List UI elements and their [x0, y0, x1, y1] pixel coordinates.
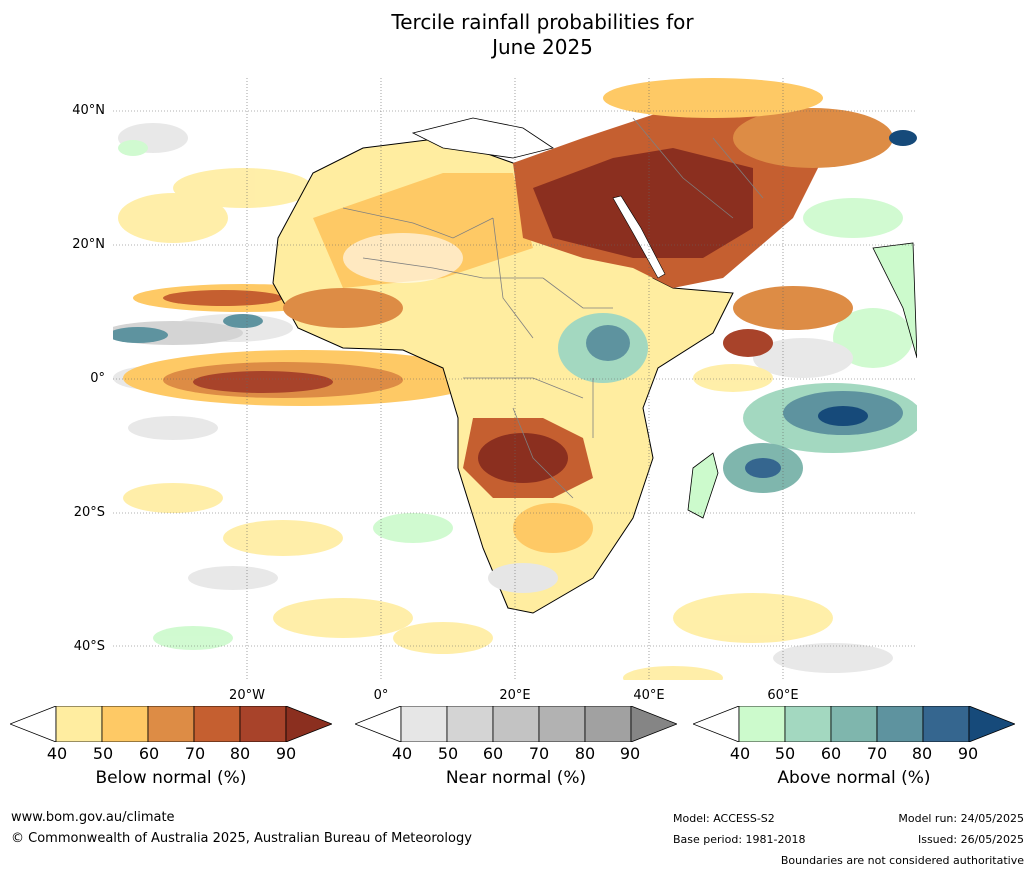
colorbar-extend-low	[693, 706, 740, 742]
footer-model: Model: ACCESS-S2	[673, 812, 775, 825]
colorbar-segment	[922, 706, 970, 742]
cb-near-tick-50: 50	[437, 744, 459, 763]
title-line-2: June 2025	[492, 35, 593, 59]
colorbar-extend-high	[285, 706, 332, 742]
colorbar-extend-high	[968, 706, 1015, 742]
colorbar-above-normal	[693, 706, 1015, 742]
colorbar-near-title: Near normal (%)	[445, 768, 587, 788]
cb-near-tick-40: 40	[391, 744, 413, 763]
colorbar-segment	[584, 706, 632, 742]
footer-model-run: Model run: 24/05/2025	[898, 812, 1024, 825]
cb-below-tick-50: 50	[92, 744, 114, 763]
cb-above-tick-90: 90	[957, 744, 979, 763]
lat-label-40n: 40°N	[72, 103, 105, 118]
lon-label-20w: 20°W	[229, 688, 265, 703]
lat-label-20n: 20°N	[72, 237, 105, 252]
colorbar-segment	[784, 706, 832, 742]
cb-above-tick-70: 70	[866, 744, 888, 763]
colorbar-segment	[876, 706, 924, 742]
lon-label-20e: 20°E	[499, 688, 531, 703]
colorbar-segment	[538, 706, 586, 742]
cb-near-tick-70: 70	[528, 744, 550, 763]
lon-label-0: 0°	[373, 688, 389, 703]
map-canvas	[113, 78, 917, 680]
colorbar-near-normal	[355, 706, 677, 742]
cb-below-tick-70: 70	[184, 744, 206, 763]
colorbar-segment	[193, 706, 241, 742]
cb-below-tick-90: 90	[275, 744, 297, 763]
cb-below-tick-60: 60	[138, 744, 160, 763]
lat-label-equator: 0°	[90, 371, 105, 386]
colorbar-segment	[101, 706, 149, 742]
footer-base-period: Base period: 1981-2018	[673, 833, 806, 846]
cb-above-tick-40: 40	[729, 744, 751, 763]
lat-label-20s: 20°S	[73, 505, 105, 520]
colorbar-segment	[492, 706, 540, 742]
colorbar-extend-low	[355, 706, 402, 742]
cb-near-tick-90: 90	[619, 744, 641, 763]
footer-disclaimer: Boundaries are not considered authoritat…	[780, 854, 1024, 867]
lon-label-60e: 60°E	[767, 688, 799, 703]
cb-below-tick-80: 80	[229, 744, 251, 763]
title-line-1: Tercile rainfall probabilities for	[391, 10, 694, 34]
colorbar-segment	[147, 706, 195, 742]
colorbar-segment	[55, 706, 103, 742]
lon-label-40e: 40°E	[633, 688, 665, 703]
cb-above-tick-50: 50	[774, 744, 796, 763]
map-title: Tercile rainfall probabilities for June …	[0, 10, 1035, 60]
cb-above-tick-80: 80	[911, 744, 933, 763]
lat-label-40s: 40°S	[73, 639, 105, 654]
colorbar-above-title: Above normal (%)	[777, 768, 931, 788]
cb-near-tick-80: 80	[574, 744, 596, 763]
footer-copyright: © Commonwealth of Australia 2025, Austra…	[11, 831, 472, 846]
colorbar-segment	[738, 706, 786, 742]
footer-website: www.bom.gov.au/climate	[11, 810, 175, 825]
colorbar-extend-high	[630, 706, 677, 742]
footer-issued: Issued: 26/05/2025	[917, 833, 1024, 846]
colorbar-segment	[400, 706, 448, 742]
cb-near-tick-60: 60	[482, 744, 504, 763]
colorbar-below-title: Below normal (%)	[95, 768, 247, 788]
cb-below-tick-40: 40	[46, 744, 68, 763]
colorbar-segment	[446, 706, 494, 742]
colorbar-segment	[830, 706, 878, 742]
probability-map	[113, 78, 917, 680]
cb-above-tick-60: 60	[820, 744, 842, 763]
colorbar-extend-low	[10, 706, 57, 742]
colorbar-below-normal	[10, 706, 332, 742]
colorbar-segment	[239, 706, 287, 742]
